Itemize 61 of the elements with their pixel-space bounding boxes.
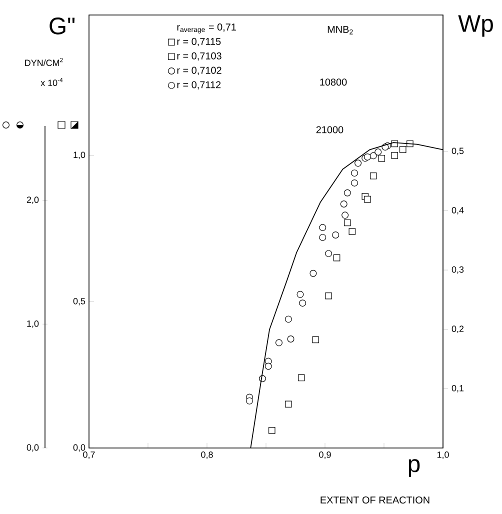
x-tick-label: 0,7: [83, 452, 95, 459]
text: p: [408, 459, 420, 477]
point: [351, 170, 358, 177]
point: [332, 231, 340, 238]
legend-label: r = 0,7115: [177, 38, 221, 46]
y-tick-label: 1,0: [74, 152, 86, 160]
y3-tick-label: 0,1: [452, 384, 464, 392]
y3-tick-label: 0,3: [452, 266, 464, 274]
y2-tick-label: 1,0: [27, 320, 39, 328]
point: [344, 219, 351, 226]
x-tick-label: 1,0: [437, 452, 449, 459]
text: DYN/CM$^{2}$: [25, 58, 63, 66]
point: [325, 292, 332, 300]
y-tick-label: 0,5: [73, 298, 86, 306]
point: [342, 212, 349, 219]
point: [333, 254, 340, 262]
point: [370, 172, 377, 180]
point: [340, 200, 348, 208]
point: [378, 154, 386, 162]
point: [351, 179, 358, 186]
point: [268, 427, 276, 434]
x-axis-title: EXTENT OF REACTION: [320, 496, 430, 504]
y3-tick-label: 0,2: [452, 326, 464, 334]
point: [284, 316, 292, 323]
y2-tick-label: 2,0: [26, 196, 39, 204]
point: [312, 336, 319, 344]
legend-label: r = 0,7102: [177, 66, 222, 76]
y2-tick-label: 0,0: [26, 444, 39, 452]
point: [246, 397, 253, 404]
y-axis-title: G": [50, 18, 75, 34]
point: [299, 300, 306, 307]
annotation: 21000: [316, 126, 344, 134]
x-tick-label: 0,9: [319, 452, 331, 459]
point: [319, 234, 326, 241]
point: [374, 148, 382, 156]
legend-title: r$_{average}$ = 0,71: [177, 24, 236, 34]
point: [310, 270, 317, 277]
y3-tick-label: 0,5: [452, 148, 464, 156]
point: [344, 189, 351, 196]
y-tick-label: 0,0: [73, 444, 86, 452]
point: [391, 152, 398, 159]
y3-axis-title: Wp: [458, 15, 493, 37]
annotation: MNB$_{2}$: [328, 26, 353, 34]
x-tick-label: 0,8: [201, 452, 213, 459]
point: [348, 228, 356, 235]
point: [319, 224, 326, 232]
point: [364, 196, 371, 203]
point: [285, 400, 292, 408]
point: [399, 146, 406, 153]
point: [296, 290, 304, 298]
annotation: 10800: [320, 78, 347, 86]
point: [287, 336, 294, 342]
legend-label: r = 0,7112: [177, 81, 221, 90]
point: [325, 250, 332, 258]
point: [264, 362, 272, 370]
y3-tick-label: 0,4: [452, 207, 464, 214]
point: [275, 339, 282, 346]
point: [354, 160, 362, 167]
legend-label: r = 0,7103: [177, 52, 222, 61]
text: x 10$^{-4}$: [40, 78, 63, 86]
point: [298, 374, 305, 382]
